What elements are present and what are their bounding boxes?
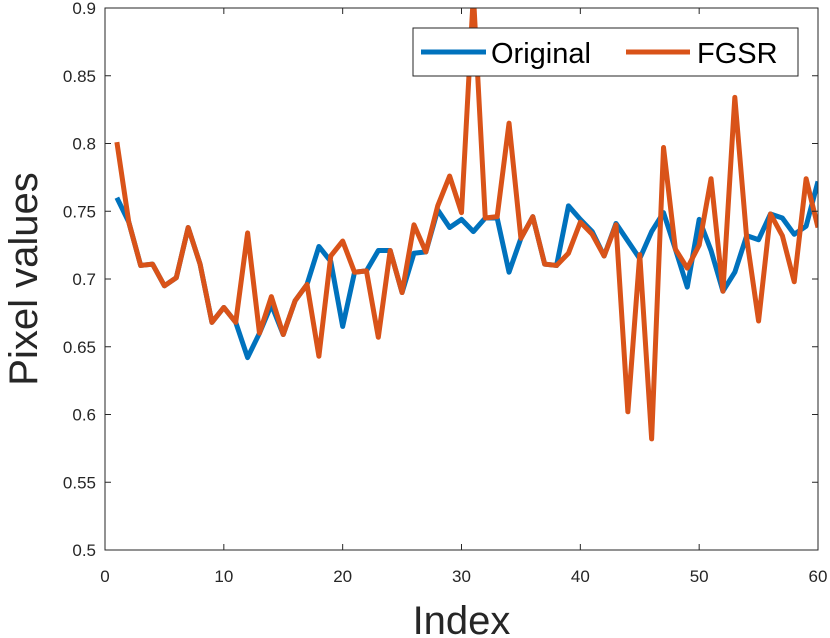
x-tick-label: 60 [809, 567, 828, 586]
x-tick-label: 40 [571, 567, 590, 586]
x-axis-title: Index [413, 599, 511, 638]
x-tick-label: 10 [214, 567, 233, 586]
y-axis-title: Pixel values [2, 172, 46, 385]
legend: Original FGSR [412, 27, 799, 77]
y-tick-label: 0.7 [72, 270, 96, 289]
y-tick-label: 0.5 [72, 541, 96, 560]
y-tick-label: 0.8 [72, 135, 96, 154]
y-tick-label: 0.55 [63, 473, 96, 492]
series-line-fgsr [114, 8, 818, 442]
legend-label-original: Original [491, 38, 591, 70]
x-tick-label: 50 [690, 567, 709, 586]
plot-area [105, 8, 818, 550]
x-tick-label: 0 [100, 567, 109, 586]
y-tick-label: 0.75 [63, 202, 96, 221]
y-axis-ticks: 0.5 0.55 0.6 0.65 0.7 0.75 0.8 0.85 0.9 [63, 0, 818, 560]
legend-label-fgsr: FGSR [697, 38, 778, 70]
series-layer [114, 8, 818, 442]
x-tick-label: 20 [333, 567, 352, 586]
y-tick-label: 0.9 [72, 0, 96, 18]
y-tick-label: 0.65 [63, 338, 96, 357]
x-tick-label: 30 [452, 567, 471, 586]
y-tick-label: 0.85 [63, 67, 96, 86]
y-tick-label: 0.6 [72, 406, 96, 425]
x-axis-ticks: 0 10 20 30 40 50 60 [100, 8, 827, 586]
